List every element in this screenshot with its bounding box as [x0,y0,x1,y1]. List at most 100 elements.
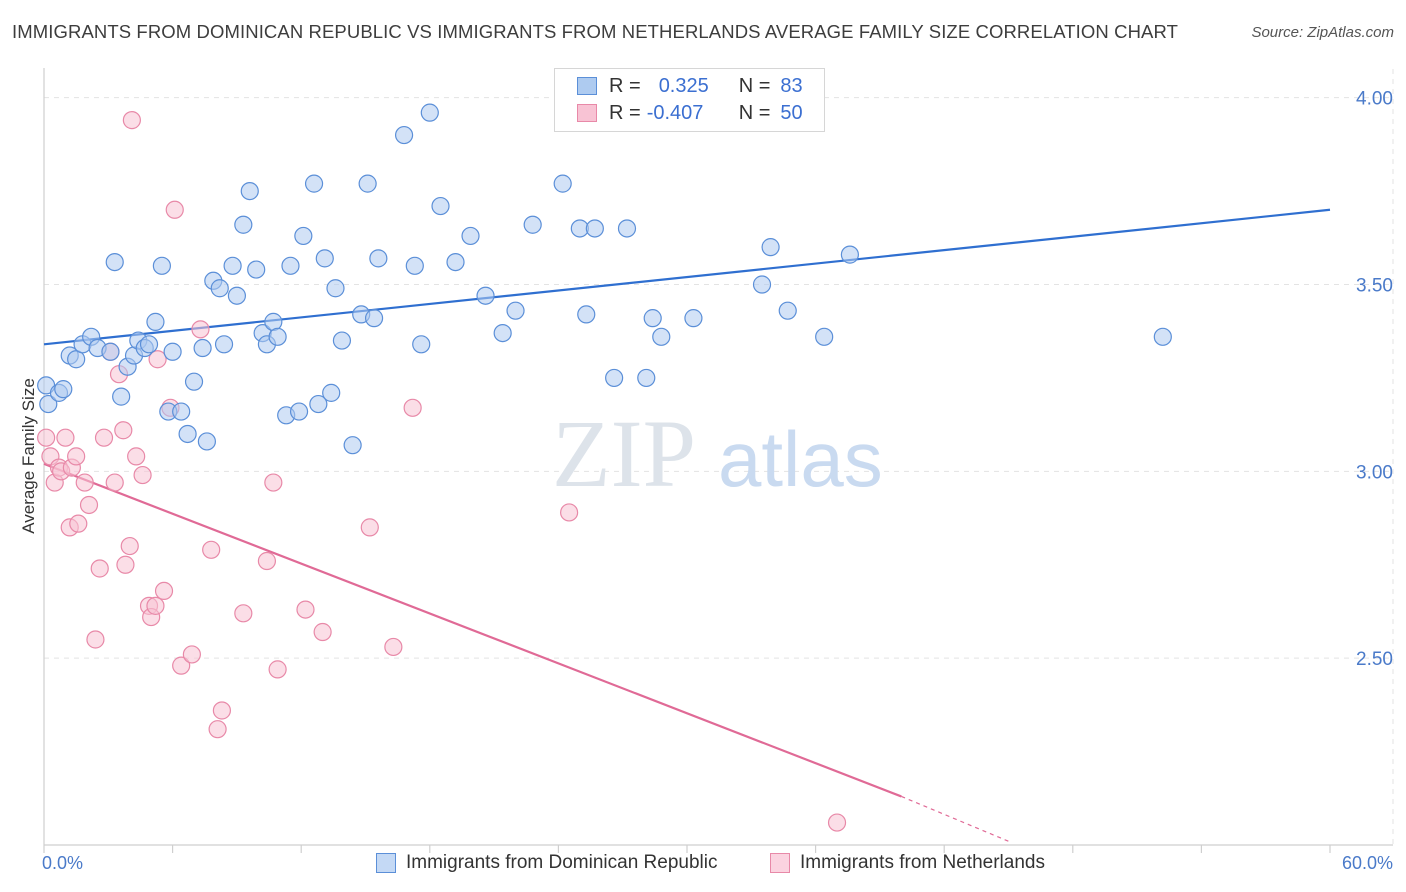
point-dominican [146,312,165,331]
point-dominican [761,238,780,257]
point-dominican [605,368,624,388]
point-dominican [67,350,86,369]
legend-n-value: 83 [780,74,803,97]
point-netherlands [94,428,114,447]
point-netherlands [182,645,201,664]
point-netherlands [75,473,94,492]
y-tick-label: 3.00 [1356,462,1393,483]
point-dominican [476,286,495,305]
point-dominican [332,331,352,350]
point-dominican [281,256,300,275]
point-netherlands [79,495,99,515]
point-netherlands [114,421,133,440]
point-netherlands [202,540,221,559]
series-legend-dominican: Immigrants from Dominican Republic [376,852,718,874]
point-dominican [139,335,159,354]
point-dominican [163,342,182,361]
point-dominican [294,226,313,246]
series-label-dominican: Immigrants from Dominican Republic [406,852,718,873]
point-dominican [394,125,414,145]
point-dominican [112,387,131,406]
tick-labels: 2.50 3.00 3.50 4.00 0.0% 60.0% [42,89,1393,873]
trend-line-netherlands [43,462,902,798]
point-netherlands [313,622,332,642]
legend-r-value: 0.325 [658,74,709,97]
point-dominican [268,327,287,346]
point-netherlands [69,514,88,533]
point-netherlands [120,536,139,556]
point-netherlands [403,398,422,417]
legend-swatch-dominican [577,77,597,95]
point-netherlands [208,720,227,739]
y-tick-label: 2.50 [1356,649,1393,670]
point-dominican [105,252,124,272]
point-dominican [234,215,253,234]
point-dominican [39,394,58,414]
point-dominican [493,323,512,343]
point-netherlands [212,701,231,720]
series-legend: Immigrants from Dominican Republic Immig… [0,850,1406,880]
point-netherlands [384,637,403,657]
point-netherlands [360,518,379,537]
point-dominican [523,215,542,234]
legend-r-label: R = [609,101,641,124]
point-dominican [431,196,450,216]
point-dominican [197,432,216,451]
point-netherlands [90,559,109,578]
point-dominican [684,309,703,328]
point-dominican [101,342,120,361]
point-dominican [223,256,242,275]
point-netherlands [116,555,135,574]
point-netherlands [296,600,315,619]
point-dominican [506,301,525,320]
point-dominican [815,327,834,346]
gridlines [44,69,1394,845]
y-tick-label: 3.50 [1356,276,1393,297]
legend-r-label: R = [609,74,641,97]
series-label-netherlands: Immigrants from Netherlands [800,852,1045,873]
point-netherlands [37,428,56,447]
point-dominican [461,226,480,246]
point-dominican [315,249,334,268]
point-dominican [152,256,171,275]
point-dominican [446,252,465,272]
point-dominican [405,256,424,275]
point-netherlands [191,320,210,339]
series-swatch-dominican [376,853,396,873]
point-dominican [304,174,324,193]
point-dominican [214,335,234,354]
point-dominican [420,103,439,122]
point-dominican [652,327,671,346]
trend-lines [43,208,1331,842]
point-dominican [210,279,229,298]
point-netherlands [127,447,146,466]
legend-n-value: 50 [780,101,803,124]
point-netherlands [268,660,287,679]
point-netherlands [67,447,86,466]
point-dominican [289,402,309,421]
point-netherlands [165,200,184,219]
point-dominican [358,174,377,193]
correlation-legend: R = 0.325 N = 83 R = -0.407 N = 50 [554,68,825,132]
point-netherlands [122,111,141,130]
point-netherlands [56,428,75,447]
point-dominican [364,309,384,328]
point-dominican [264,312,283,331]
point-dominican [326,279,345,298]
legend-row-netherlands: R = -0.407 N = 50 [577,100,803,126]
point-dominican [752,275,772,294]
point-dominican [637,368,656,388]
trend-line-netherlands-extension [901,795,1009,842]
legend-swatch-netherlands [577,104,597,122]
data-points [37,103,1172,832]
point-dominican [227,286,246,305]
source-label: Source: ZipAtlas.com [1251,24,1394,41]
point-dominican [309,394,328,414]
watermark: ZIP atlas [552,400,883,507]
point-netherlands [827,813,847,832]
point-dominican [553,174,572,193]
point-dominican [778,301,797,320]
y-axis-label: Average Family Size [19,378,38,534]
point-dominican [1153,327,1172,346]
